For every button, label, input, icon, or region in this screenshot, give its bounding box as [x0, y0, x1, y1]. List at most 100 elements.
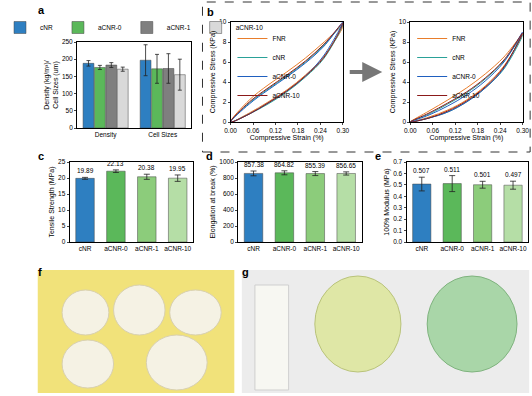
svg-text:Compressive Stress (KPa): Compressive Stress (KPa)	[209, 31, 217, 113]
svg-text:25: 25	[58, 158, 66, 165]
svg-text:6: 6	[223, 58, 227, 65]
svg-text:Density (kg/m³)/Cell Sizes (um: Density (kg/m³)/Cell Sizes (um)	[43, 60, 60, 109]
svg-text:0.4: 0.4	[393, 193, 402, 200]
svg-text:0: 0	[223, 118, 227, 125]
svg-text:0.00: 0.00	[404, 127, 417, 134]
svg-text:50: 50	[66, 107, 74, 114]
svg-text:600: 600	[223, 190, 234, 197]
svg-text:200: 200	[223, 222, 234, 229]
svg-text:0.1: 0.1	[393, 227, 402, 234]
svg-text:20: 20	[58, 174, 66, 181]
svg-text:0.30: 0.30	[337, 127, 350, 134]
svg-text:8: 8	[402, 38, 406, 45]
svg-text:aCNR-0: aCNR-0	[104, 245, 128, 252]
svg-text:aCNR-0: aCNR-0	[440, 245, 464, 252]
svg-text:0: 0	[62, 238, 66, 245]
svg-text:19.95: 19.95	[169, 165, 186, 172]
svg-text:0.00: 0.00	[224, 127, 237, 134]
svg-text:cNR: cNR	[79, 245, 92, 252]
svg-text:FNR: FNR	[452, 35, 466, 42]
svg-text:aCNR-10: aCNR-10	[164, 245, 191, 252]
svg-text:Cell Sizes: Cell Sizes	[148, 131, 178, 138]
svg-text:aCNR-0: aCNR-0	[452, 73, 476, 80]
svg-text:aCNR-10: aCNR-10	[272, 92, 299, 99]
svg-text:15: 15	[58, 190, 66, 197]
svg-text:100% Modulus (MPa): 100% Modulus (MPa)	[383, 168, 391, 235]
svg-text:aCNR-1: aCNR-1	[135, 245, 159, 252]
svg-text:Elongation at break (%): Elongation at break (%)	[209, 165, 217, 238]
svg-text:0.6: 0.6	[393, 170, 402, 177]
svg-text:Compressive Strain (%): Compressive Strain (%)	[430, 134, 504, 142]
svg-text:0.3: 0.3	[393, 204, 402, 211]
svg-text:5: 5	[62, 222, 66, 229]
svg-text:cNR: cNR	[40, 24, 53, 31]
svg-text:aCNR-1: aCNR-1	[304, 245, 328, 252]
svg-text:0: 0	[230, 238, 234, 245]
svg-text:cNR: cNR	[247, 245, 260, 252]
svg-text:6: 6	[402, 58, 406, 65]
svg-text:200: 200	[62, 55, 73, 62]
svg-text:0.30: 0.30	[516, 127, 529, 134]
svg-text:0.24: 0.24	[494, 127, 507, 134]
svg-text:0.2: 0.2	[393, 215, 402, 222]
svg-text:19.89: 19.89	[77, 167, 94, 174]
svg-text:e: e	[375, 150, 381, 162]
svg-text:Compressive Strain (%): Compressive Strain (%)	[250, 134, 324, 142]
svg-text:20.38: 20.38	[138, 164, 155, 171]
svg-text:aCNR-0: aCNR-0	[272, 73, 296, 80]
svg-text:22.13: 22.13	[107, 160, 124, 167]
svg-text:aCNR-10: aCNR-10	[499, 245, 526, 252]
svg-text:0.511: 0.511	[444, 166, 460, 173]
svg-text:0.497: 0.497	[505, 171, 522, 178]
svg-text:aCNR-10: aCNR-10	[452, 92, 479, 99]
svg-text:0.507: 0.507	[413, 167, 430, 174]
svg-text:0.501: 0.501	[474, 171, 491, 178]
svg-text:Tensile Strength (MPa): Tensile Strength (MPa)	[48, 166, 56, 237]
svg-text:0.18: 0.18	[471, 127, 484, 134]
svg-text:Compressive Stress (KPa): Compressive Stress (KPa)	[389, 31, 397, 113]
svg-text:4: 4	[223, 78, 227, 85]
svg-text:0.7: 0.7	[393, 158, 402, 165]
svg-text:d: d	[206, 150, 213, 162]
svg-text:FNR: FNR	[272, 35, 286, 42]
svg-text:856.65: 856.65	[336, 162, 356, 169]
svg-text:0.5: 0.5	[393, 181, 402, 188]
svg-text:1000: 1000	[219, 158, 234, 165]
svg-text:10: 10	[399, 18, 407, 25]
svg-text:10: 10	[58, 206, 66, 213]
svg-text:c: c	[38, 150, 44, 162]
svg-text:f: f	[38, 266, 42, 278]
svg-text:g: g	[242, 266, 249, 278]
svg-text:aCNR-1: aCNR-1	[471, 245, 495, 252]
svg-text:aCNR-10: aCNR-10	[333, 245, 360, 252]
svg-text:aCNR-0: aCNR-0	[273, 245, 297, 252]
svg-text:0.24: 0.24	[314, 127, 327, 134]
svg-text:8: 8	[223, 38, 227, 45]
svg-text:aCNR-0: aCNR-0	[98, 24, 122, 31]
svg-text:b: b	[207, 6, 214, 18]
svg-text:4: 4	[402, 78, 406, 85]
svg-text:0.12: 0.12	[449, 127, 462, 134]
svg-text:0.06: 0.06	[247, 127, 260, 134]
svg-text:2: 2	[223, 98, 227, 105]
svg-text:400: 400	[223, 206, 234, 213]
svg-text:a: a	[38, 4, 45, 16]
svg-text:aCNR-10: aCNR-10	[236, 24, 263, 31]
svg-text:0: 0	[69, 124, 73, 131]
svg-text:aCNR-1: aCNR-1	[167, 24, 191, 31]
svg-text:800: 800	[223, 174, 234, 181]
svg-text:0.18: 0.18	[292, 127, 305, 134]
svg-text:Density: Density	[95, 131, 117, 139]
svg-text:0.0: 0.0	[393, 238, 402, 245]
svg-text:0: 0	[402, 118, 406, 125]
svg-text:0.06: 0.06	[426, 127, 439, 134]
svg-text:857.38: 857.38	[244, 161, 264, 168]
svg-text:150: 150	[62, 73, 73, 80]
svg-text:cNR: cNR	[452, 54, 465, 61]
svg-text:864.82: 864.82	[274, 161, 294, 168]
svg-text:2: 2	[402, 98, 406, 105]
svg-text:0.12: 0.12	[269, 127, 282, 134]
svg-text:cNR: cNR	[272, 54, 285, 61]
svg-text:855.39: 855.39	[305, 162, 325, 169]
svg-text:250: 250	[62, 38, 73, 45]
